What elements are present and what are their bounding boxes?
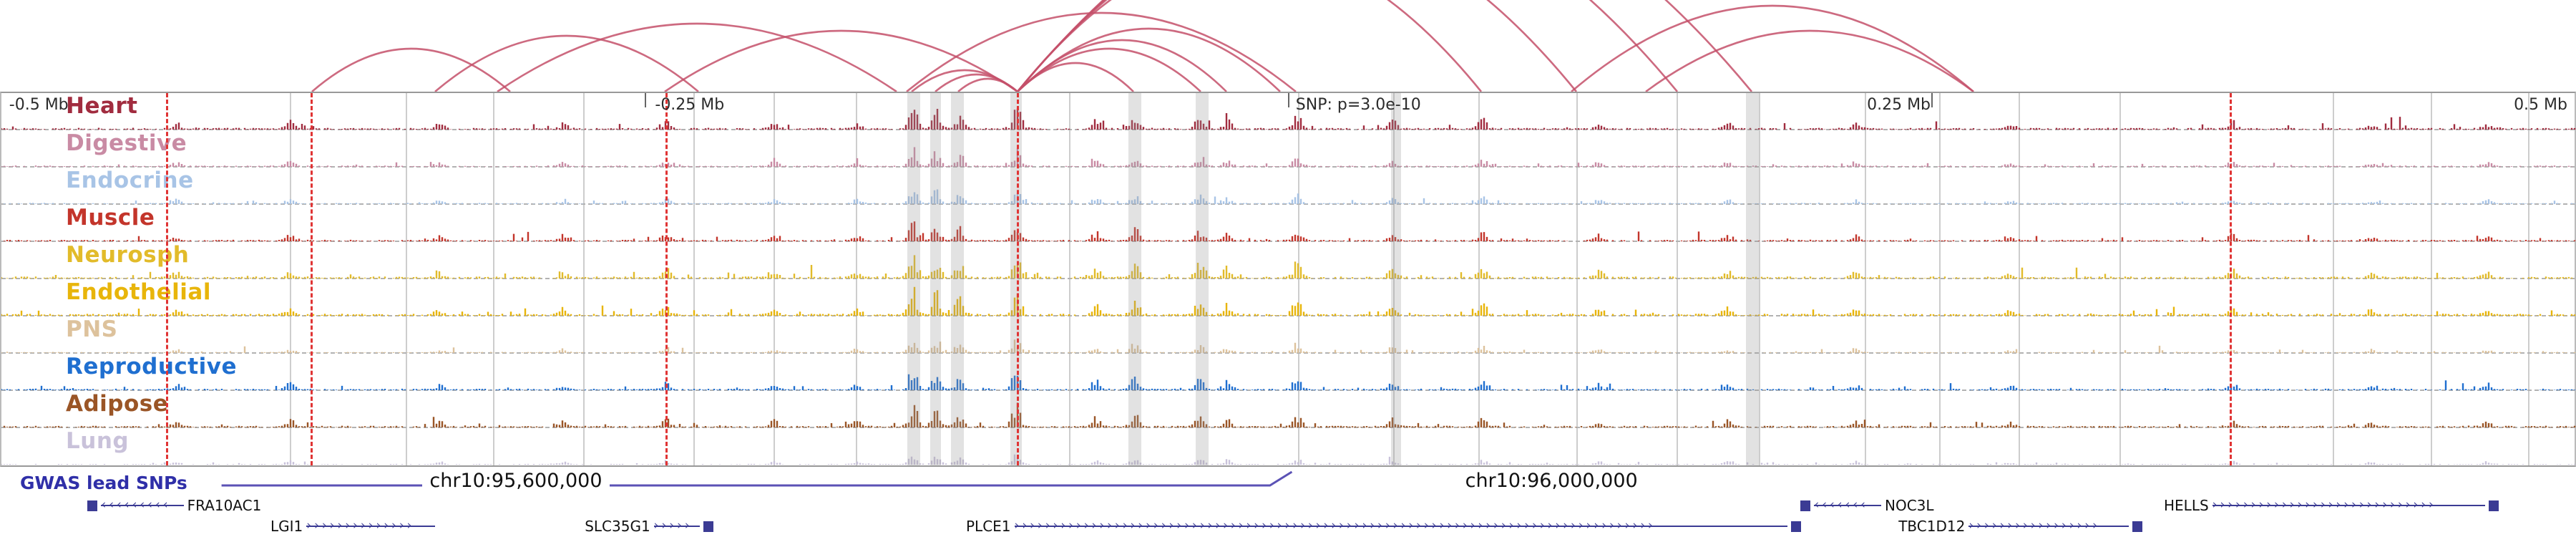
track-row-muscle: Muscle xyxy=(1,205,2576,242)
track-row-heart: Heart xyxy=(1,93,2576,130)
signal-plot-adipose xyxy=(3,402,2576,427)
gene-body: ››››››››››››››››› xyxy=(1968,518,2129,535)
annotation-panel: GWAS lead SNPs chr10:95,600,000 chr10:96… xyxy=(0,467,2576,537)
gene-name: NOC3L xyxy=(1884,497,1934,514)
interaction-arc xyxy=(1571,4,1974,92)
track-label-muscle: Muscle xyxy=(66,205,155,231)
gene-name: SLC35G1 xyxy=(585,518,650,535)
gwas-region-bracket xyxy=(221,470,1293,487)
track-label-lung: Lung xyxy=(66,428,130,454)
track-row-endocrine: Endocrine xyxy=(1,168,2576,205)
signal-plot-neurosph xyxy=(1,255,2573,279)
track-label-heart: Heart xyxy=(66,93,138,119)
gene-exon-block xyxy=(1800,500,1811,511)
gene-tbc1d12: TBC1D12 ››››››››››››››››› xyxy=(1898,516,2142,536)
interaction-arc xyxy=(497,22,897,92)
signal-plot-endocrine xyxy=(3,189,2576,204)
interaction-arc xyxy=(434,34,699,92)
track-row-endothelial: Endothelial xyxy=(1,279,2576,316)
gene-body: ‹‹‹‹‹‹‹‹‹ xyxy=(101,497,184,514)
track-row-lung: Lung xyxy=(1,428,2576,465)
signal-plot-pns xyxy=(1,339,2576,353)
coordinate-left: chr10:95,600,000 xyxy=(422,470,610,492)
track-label-adipose: Adipose xyxy=(66,391,169,417)
track-row-adipose: Adipose xyxy=(1,391,2576,428)
track-label-digestive: Digestive xyxy=(66,130,187,156)
gwas-region-bracket-layer xyxy=(221,470,1293,487)
gene-fra10ac1: ‹‹‹‹‹‹‹‹‹ FRA10AC1 xyxy=(87,495,261,516)
track-row-neurosph: Neurosph xyxy=(1,242,2575,279)
signal-plot-reproductive xyxy=(1,374,2576,390)
track-label-neurosph: Neurosph xyxy=(66,242,190,268)
gene-name: TBC1D12 xyxy=(1898,518,1966,535)
gene-exon-block xyxy=(2489,500,2499,511)
interaction-arc xyxy=(1016,0,1483,92)
gene-name: HELLS xyxy=(2164,497,2209,514)
interaction-arc xyxy=(1645,29,1974,92)
gene-body: ››››››››››››››››››››››››››››››››››››››››… xyxy=(1014,518,1787,535)
gene-hells: HELLS ››››››››››››››››››››››››››››› xyxy=(2164,495,2499,516)
track-label-reproductive: Reproductive xyxy=(66,354,237,379)
gene-exon-block xyxy=(87,500,98,511)
interaction-arc xyxy=(664,29,1018,92)
gene-exon-block xyxy=(1790,521,1801,532)
gene-lgi1: LGI1 ›››››››››››››› xyxy=(270,516,436,536)
track-row-reproductive: Reproductive xyxy=(1,354,2576,391)
track-label-endothelial: Endothelial xyxy=(66,279,211,305)
interaction-arc xyxy=(1017,47,1201,92)
gene-body: ›››››››››››››› xyxy=(306,518,436,535)
track-label-endocrine: Endocrine xyxy=(66,168,194,193)
interaction-arc xyxy=(957,77,1018,92)
track-label-pns: PNS xyxy=(66,316,118,342)
gene-exon-block xyxy=(2132,521,2142,532)
signal-plot-endothelial xyxy=(1,286,2576,316)
signal-plot-digestive xyxy=(1,147,2573,167)
signal-plot-lung xyxy=(1,454,2576,465)
track-row-pns: PNS xyxy=(1,316,2576,354)
interaction-arc xyxy=(1017,27,1281,92)
signal-tracks-panel: Heart Digestive Endocrine Muscle Neurosph End… xyxy=(0,92,2576,467)
gene-track-row-2: LGI1 ›››››››››››››› SLC35G1 ››››› PLCE1 ›››››… xyxy=(0,516,2576,536)
interaction-arc xyxy=(906,11,1297,92)
gene-body: ‹‹‹‹‹‹‹ xyxy=(1814,497,1881,514)
interaction-arc xyxy=(1016,0,1578,92)
gene-plce1: PLCE1 ›››››››››››››››››››››››››››››››››››… xyxy=(966,516,1801,536)
gene-slc35g1: SLC35G1 ››››› xyxy=(585,516,714,536)
gene-name: LGI1 xyxy=(270,518,303,535)
gene-noc3l: ‹‹‹‹‹‹‹ NOC3L xyxy=(1800,495,1934,516)
track-rows: Heart Digestive Endocrine Muscle Neurosph End… xyxy=(1,93,2576,465)
interaction-arc xyxy=(311,47,511,92)
signal-plot-muscle xyxy=(3,221,2576,241)
coordinate-right: chr10:96,000,000 xyxy=(1458,470,1645,492)
gene-track-row-1: ‹‹‹‹‹‹‹‹‹ FRA10AC1 ‹‹‹‹‹‹‹ NOC3L HELLS ››››››… xyxy=(0,495,2576,516)
track-row-digestive: Digestive xyxy=(1,130,2575,168)
chromatin-interaction-arcs xyxy=(311,0,1974,92)
gene-body: ››››› xyxy=(653,518,701,535)
gwas-lead-snps-label: GWAS lead SNPs xyxy=(20,473,187,493)
gene-body: ››››››››››››››››››››››››››››› xyxy=(2212,497,2486,514)
signal-plot-heart xyxy=(1,108,2576,130)
gene-exon-block xyxy=(703,521,714,532)
gene-name: FRA10AC1 xyxy=(187,497,262,514)
gene-name: PLCE1 xyxy=(966,518,1011,535)
